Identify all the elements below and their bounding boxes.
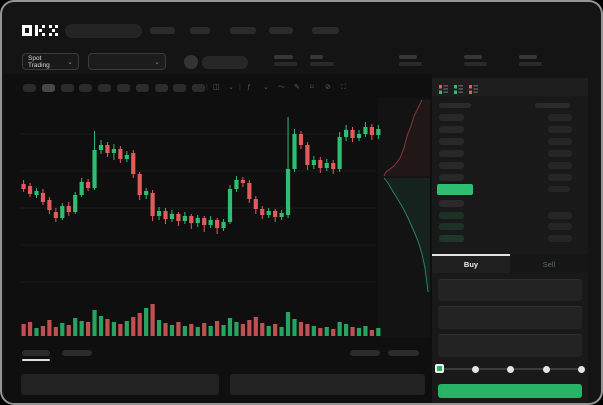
active-tab-underline bbox=[22, 359, 50, 361]
nav-item-placeholder[interactable] bbox=[190, 27, 210, 34]
last-price-amount-placeholder bbox=[548, 186, 570, 192]
stat-label-placeholder bbox=[310, 55, 323, 59]
bottom-tab-placeholder[interactable] bbox=[22, 350, 50, 356]
bid-amount-placeholder bbox=[548, 211, 572, 219]
candlestick-chart[interactable] bbox=[20, 98, 430, 338]
bid-price-placeholder[interactable] bbox=[439, 235, 464, 243]
interval-button-placeholder[interactable] bbox=[135, 84, 149, 92]
bottom-action-placeholder[interactable] bbox=[350, 350, 380, 356]
interval-button-placeholder[interactable] bbox=[173, 84, 187, 92]
pair-avatar bbox=[184, 55, 198, 69]
slider-stop-dot[interactable] bbox=[542, 366, 550, 373]
header-action-button[interactable] bbox=[202, 56, 248, 69]
candle-type-icon[interactable]: ◫ bbox=[213, 84, 220, 91]
ob-col-header-placeholder bbox=[535, 103, 570, 108]
slider-stop-dot[interactable] bbox=[507, 366, 514, 373]
bid-price-placeholder[interactable] bbox=[439, 211, 464, 219]
chevron-down-icon[interactable]: ⌄ bbox=[228, 84, 234, 91]
ask-price-placeholder[interactable] bbox=[439, 114, 464, 121]
search-input[interactable] bbox=[65, 24, 142, 38]
orders-panel-placeholder[interactable] bbox=[21, 374, 219, 395]
interval-button-placeholder[interactable] bbox=[60, 84, 74, 92]
market-type-label: Spot Trading bbox=[28, 54, 50, 69]
okx-logo[interactable] bbox=[22, 25, 60, 36]
ask-price-placeholder[interactable] bbox=[439, 150, 464, 157]
chevron-down-icon[interactable]: ⌄ bbox=[263, 84, 269, 91]
ask-price-placeholder[interactable] bbox=[439, 174, 464, 181]
pair-selector-dropdown[interactable]: ⌄ bbox=[88, 53, 166, 70]
ask-amount-placeholder bbox=[548, 150, 572, 157]
divider: | bbox=[206, 84, 208, 91]
slider-handle[interactable] bbox=[435, 364, 444, 373]
ask-amount-placeholder bbox=[548, 138, 572, 145]
interval-button-placeholder[interactable] bbox=[98, 84, 112, 92]
bid-amount-placeholder bbox=[548, 223, 572, 231]
bottom-action-placeholder[interactable] bbox=[388, 350, 419, 356]
stat-value-placeholder bbox=[399, 62, 422, 66]
chevron-down-icon: ⌄ bbox=[154, 58, 160, 66]
price-field[interactable] bbox=[438, 279, 582, 301]
nav-item-placeholder[interactable] bbox=[269, 27, 293, 34]
order-book-toolbar bbox=[432, 78, 588, 96]
ask-price-placeholder[interactable] bbox=[439, 162, 464, 169]
book-sell-icon[interactable] bbox=[469, 82, 478, 94]
draw-icon[interactable]: ✎ bbox=[294, 84, 300, 91]
stat-value-placeholder bbox=[310, 62, 334, 66]
interval-button-placeholder[interactable] bbox=[154, 84, 168, 92]
stat-label-placeholder bbox=[399, 55, 417, 59]
nav-item-placeholder[interactable] bbox=[230, 27, 256, 34]
chart-pane-background bbox=[4, 74, 432, 403]
ask-amount-placeholder bbox=[548, 126, 572, 133]
interval-button-placeholder[interactable] bbox=[192, 84, 206, 92]
stat-label-placeholder bbox=[464, 55, 482, 59]
nav-item-placeholder[interactable] bbox=[150, 27, 175, 34]
stat-value-placeholder bbox=[464, 62, 487, 66]
ask-price-placeholder[interactable] bbox=[439, 138, 464, 145]
amount-field[interactable] bbox=[438, 306, 582, 329]
tab-buy[interactable]: Buy bbox=[432, 254, 510, 273]
total-field[interactable] bbox=[438, 334, 582, 357]
trade-tabs: Buy Sell bbox=[432, 254, 588, 273]
stat-value-placeholder bbox=[274, 62, 297, 66]
indicators-icon[interactable]: ƒ bbox=[247, 84, 251, 91]
line-tool-icon[interactable]: 〜 bbox=[278, 84, 285, 91]
ask-price-placeholder[interactable] bbox=[439, 126, 464, 133]
market-type-dropdown[interactable]: Spot Trading ⌄ bbox=[22, 53, 79, 70]
book-both-icon[interactable] bbox=[439, 82, 448, 94]
ask-amount-placeholder bbox=[548, 162, 572, 169]
stat-value-placeholder bbox=[519, 62, 542, 66]
stat-label-placeholder bbox=[519, 55, 537, 59]
chevron-down-icon: ⌄ bbox=[67, 58, 73, 66]
book-buy-icon[interactable] bbox=[454, 82, 463, 94]
divider: | bbox=[239, 84, 241, 91]
ask-amount-placeholder bbox=[548, 174, 572, 181]
disabled-icon[interactable]: ⊘ bbox=[325, 84, 331, 91]
bid-price-placeholder[interactable] bbox=[439, 223, 464, 231]
history-panel-placeholder[interactable] bbox=[230, 374, 425, 395]
nav-item-placeholder[interactable] bbox=[312, 27, 339, 34]
stat-label-placeholder bbox=[274, 55, 293, 59]
bottom-tab-placeholder[interactable] bbox=[62, 350, 92, 356]
fullscreen-icon[interactable]: ⛶ bbox=[341, 84, 346, 91]
order-book-panel: Buy Sell bbox=[432, 78, 588, 403]
interval-button-placeholder[interactable] bbox=[41, 84, 55, 92]
camera-icon[interactable]: ⌑ bbox=[310, 84, 314, 91]
slider-stop-dot[interactable] bbox=[471, 366, 479, 373]
bid-amount-placeholder bbox=[548, 235, 572, 243]
bid-price-placeholder[interactable] bbox=[439, 200, 464, 207]
slider-stop-dot[interactable] bbox=[578, 366, 585, 373]
ask-amount-placeholder bbox=[548, 114, 572, 121]
tab-sell[interactable]: Sell bbox=[510, 254, 588, 273]
interval-button-placeholder[interactable] bbox=[23, 84, 36, 92]
interval-button-placeholder[interactable] bbox=[117, 84, 130, 92]
interval-button-placeholder[interactable] bbox=[79, 84, 93, 92]
ob-col-header-placeholder bbox=[439, 103, 471, 108]
buy-submit-button[interactable] bbox=[438, 384, 582, 398]
last-price-highlight[interactable] bbox=[437, 184, 473, 195]
